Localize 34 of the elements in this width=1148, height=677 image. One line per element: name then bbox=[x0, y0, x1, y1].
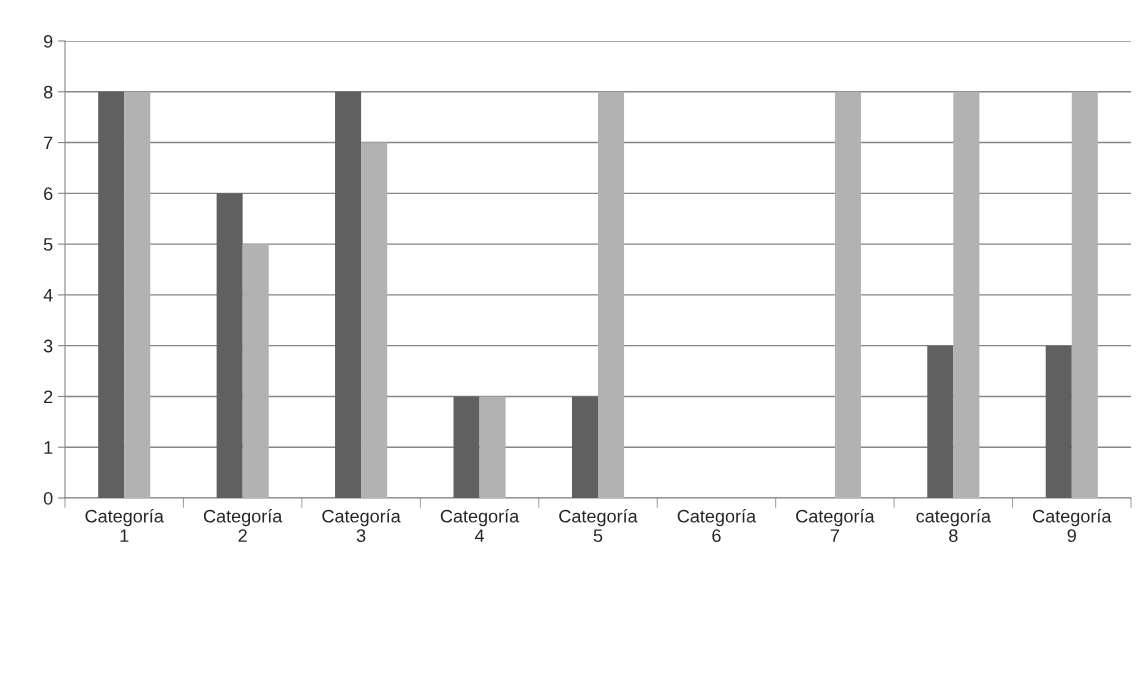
y-tick-label: 2 bbox=[44, 390, 53, 403]
x-tick-label: Categoría 2 bbox=[203, 509, 283, 542]
x-tick-label: Categoría 9 bbox=[1033, 509, 1112, 543]
bar bbox=[953, 91, 980, 498]
x-tick-label: Categoría 1 bbox=[85, 509, 164, 542]
bar bbox=[1071, 91, 1098, 498]
bar bbox=[216, 193, 243, 498]
y-tick-label: 5 bbox=[43, 238, 53, 251]
y-tick-label: 3 bbox=[43, 339, 53, 353]
y-tick-label: 0 bbox=[43, 491, 53, 505]
x-tick-label: Categoría 5 bbox=[559, 509, 638, 543]
bar bbox=[98, 91, 125, 498]
y-tick-label: 7 bbox=[44, 136, 53, 150]
bar bbox=[834, 91, 861, 498]
y-tick-label: 9 bbox=[44, 34, 53, 48]
bar bbox=[479, 396, 506, 498]
bar bbox=[124, 91, 151, 498]
y-tick-label: 1 bbox=[44, 441, 53, 454]
bar bbox=[453, 396, 480, 498]
bar bbox=[1045, 345, 1072, 498]
y-tick-label: 8 bbox=[43, 85, 53, 99]
y-tick-label: 6 bbox=[44, 187, 53, 201]
x-tick-label: Categoría 3 bbox=[322, 509, 401, 543]
bar bbox=[242, 244, 269, 498]
bar bbox=[361, 142, 388, 498]
x-tick-label: Categoría 6 bbox=[677, 509, 757, 543]
x-tick-label: Categoría 4 bbox=[440, 509, 520, 542]
bar bbox=[571, 396, 598, 498]
x-tick-label: categoría 8 bbox=[916, 509, 991, 543]
bar bbox=[335, 91, 362, 498]
bar bbox=[927, 345, 954, 498]
x-tick-label: Categoría 7 bbox=[796, 509, 875, 542]
bar bbox=[598, 91, 625, 498]
y-tick-label: 4 bbox=[43, 289, 53, 302]
